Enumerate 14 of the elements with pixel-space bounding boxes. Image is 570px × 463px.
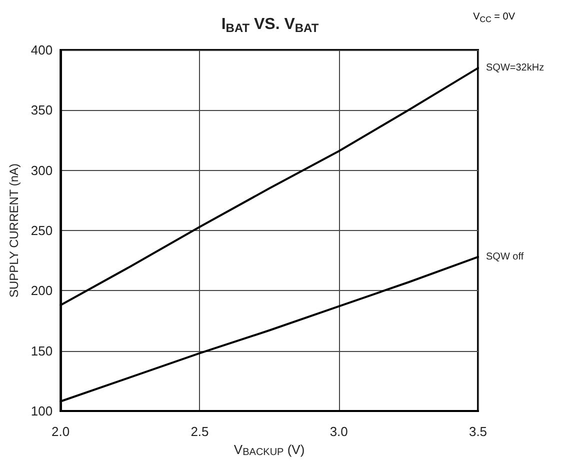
x-tick-label: 3.0 bbox=[330, 424, 348, 439]
y-tick-label: 300 bbox=[30, 162, 53, 178]
y-tick-label: 350 bbox=[30, 102, 53, 118]
y-tick-label: 100 bbox=[30, 404, 53, 418]
y-tick-label: 200 bbox=[30, 283, 53, 298]
y-tick-label: 250 bbox=[30, 223, 53, 238]
x-tick-label: 2.5 bbox=[190, 424, 209, 439]
series-label: SQW off bbox=[486, 251, 524, 262]
x-tick-label: 3.5 bbox=[468, 424, 488, 439]
y-tick-label: 400 bbox=[30, 42, 53, 58]
y-tick-label: 150 bbox=[30, 343, 53, 358]
x-tick-label: 2.0 bbox=[52, 424, 70, 439]
y-axis-title: SUPPLY CURRENT (nA) bbox=[7, 163, 21, 298]
series-label: SQW=32kHz bbox=[486, 62, 544, 74]
